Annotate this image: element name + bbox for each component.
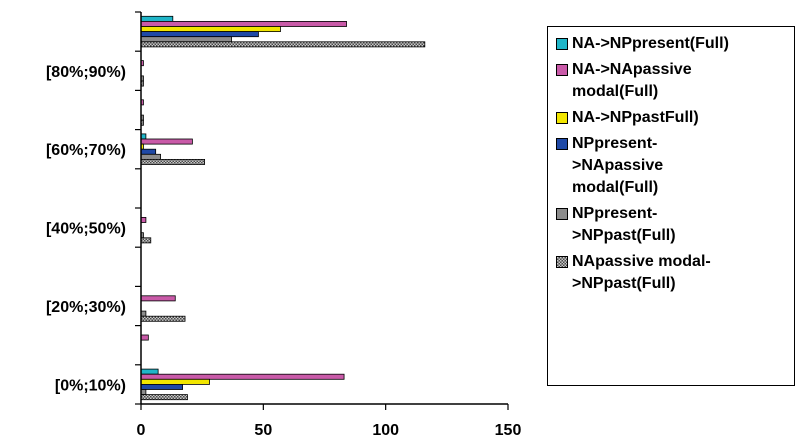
bar-9-1: [140, 20, 347, 27]
bars-group: [140, 15, 426, 401]
bar-9-5: [140, 41, 426, 48]
legend-label-line: NA->NPpresent(Full): [572, 35, 729, 52]
category-label-2: [20%;30%): [46, 299, 126, 316]
legend-item-0: NA->NPpresent(Full): [556, 33, 788, 55]
legend-swatch-5: [556, 256, 568, 268]
category-label-4: [40%;50%): [46, 221, 126, 238]
legend-label-line: NA->NApassive: [572, 61, 692, 78]
bar-chart: 0 50 100 150 [0%;10%) [20%;30%) [40%;50%) [60%;…: [46, 11, 521, 439]
bar-4-5: [140, 237, 152, 244]
bar-9-4: [140, 36, 232, 43]
bar-9-0: [140, 15, 174, 22]
legend-label-4: NPpresent- >NPpast(Full): [572, 203, 676, 247]
x-tick-label-3: 150: [495, 422, 522, 439]
legend-swatch-0: [556, 38, 568, 50]
bar-6-4: [140, 153, 161, 160]
category-label-8: [80%;90%): [46, 64, 126, 81]
bar-0-0: [140, 368, 159, 375]
x-tick-label-2: 100: [372, 422, 399, 439]
legend-label-line: >NApassive: [572, 157, 664, 174]
x-tick-label-1: 50: [254, 422, 272, 439]
legend-label-line: modal(Full): [572, 83, 659, 100]
legend-item-2: NA->NPpastFull): [556, 107, 788, 129]
legend-label-2: NA->NPpastFull): [572, 107, 699, 129]
bar-0-1: [140, 373, 345, 380]
legend-swatch-3: [556, 138, 568, 150]
legend-label-line: NA->NPpastFull): [572, 109, 699, 126]
axes-group: [135, 11, 509, 410]
bar-6-5: [140, 158, 206, 165]
labels-group: 0 50 100 150 [0%;10%) [20%;30%) [40%;50%) [60%;…: [46, 64, 521, 439]
legend-label-1: NA->NApassive modal(Full): [572, 59, 692, 103]
legend-item-5: NApassive modal- >NPpast(Full): [556, 251, 788, 295]
category-label-6: [60%;70%): [46, 142, 126, 159]
bar-0-5: [140, 394, 188, 401]
x-tick-label-0: 0: [137, 422, 146, 439]
legend-item-4: NPpresent- >NPpast(Full): [556, 203, 788, 247]
legend-label-line: NApassive modal-: [572, 253, 711, 270]
legend-label-line: NPpresent-: [572, 205, 658, 222]
legend-item-1: NA->NApassive modal(Full): [556, 59, 788, 103]
legend-label-line: >NPpast(Full): [572, 227, 676, 244]
bar-6-3: [140, 148, 157, 155]
bar-9-2: [140, 26, 281, 32]
bar-0-2: [140, 378, 210, 385]
legend-item-3: NPpresent- >NApassive modal(Full): [556, 133, 788, 199]
legend-label-0: NA->NPpresent(Full): [572, 33, 729, 55]
legend-label-line: >NPpast(Full): [572, 275, 676, 292]
category-label-0: [0%;10%): [55, 377, 126, 394]
bar-0-3: [140, 383, 183, 390]
legend-label-3: NPpresent- >NApassive modal(Full): [572, 133, 663, 199]
legend-swatch-1: [556, 64, 568, 76]
legend-label-line: modal(Full): [572, 179, 659, 196]
bar-2-1: [140, 295, 176, 302]
bar-1-1: [140, 334, 149, 341]
legend-label-5: NApassive modal- >NPpast(Full): [572, 251, 711, 295]
legend: NA->NPpresent(Full) NA->NApassive modal(Fu…: [547, 26, 795, 386]
legend-label-line: NPpresent-: [572, 135, 658, 152]
bar-6-1: [140, 138, 193, 145]
bar-9-3: [140, 31, 259, 38]
legend-swatch-2: [556, 112, 568, 124]
bar-2-5: [140, 315, 186, 322]
legend-swatch-4: [556, 208, 568, 220]
